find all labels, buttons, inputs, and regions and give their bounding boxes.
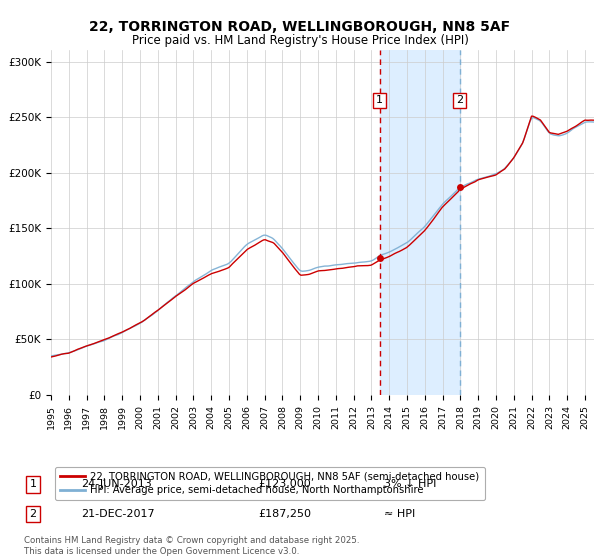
Text: 3% ↓ HPI: 3% ↓ HPI xyxy=(384,479,436,489)
Text: £123,000: £123,000 xyxy=(258,479,311,489)
Bar xyxy=(380,50,460,395)
Text: 2: 2 xyxy=(456,95,463,105)
Text: £187,250: £187,250 xyxy=(258,509,311,519)
Text: Contains HM Land Registry data © Crown copyright and database right 2025.
This d: Contains HM Land Registry data © Crown c… xyxy=(24,536,359,556)
Text: ≈ HPI: ≈ HPI xyxy=(384,509,415,519)
Text: Price paid vs. HM Land Registry's House Price Index (HPI): Price paid vs. HM Land Registry's House … xyxy=(131,34,469,46)
Text: 21-DEC-2017: 21-DEC-2017 xyxy=(81,509,155,519)
Text: 1: 1 xyxy=(29,479,37,489)
Text: 1: 1 xyxy=(376,95,383,105)
Text: 2: 2 xyxy=(29,509,37,519)
Text: 22, TORRINGTON ROAD, WELLINGBOROUGH, NN8 5AF: 22, TORRINGTON ROAD, WELLINGBOROUGH, NN8… xyxy=(89,20,511,34)
Text: 24-JUN-2013: 24-JUN-2013 xyxy=(81,479,152,489)
Legend: 22, TORRINGTON ROAD, WELLINGBOROUGH, NN8 5AF (semi-detached house), HPI: Average: 22, TORRINGTON ROAD, WELLINGBOROUGH, NN8… xyxy=(55,467,485,501)
